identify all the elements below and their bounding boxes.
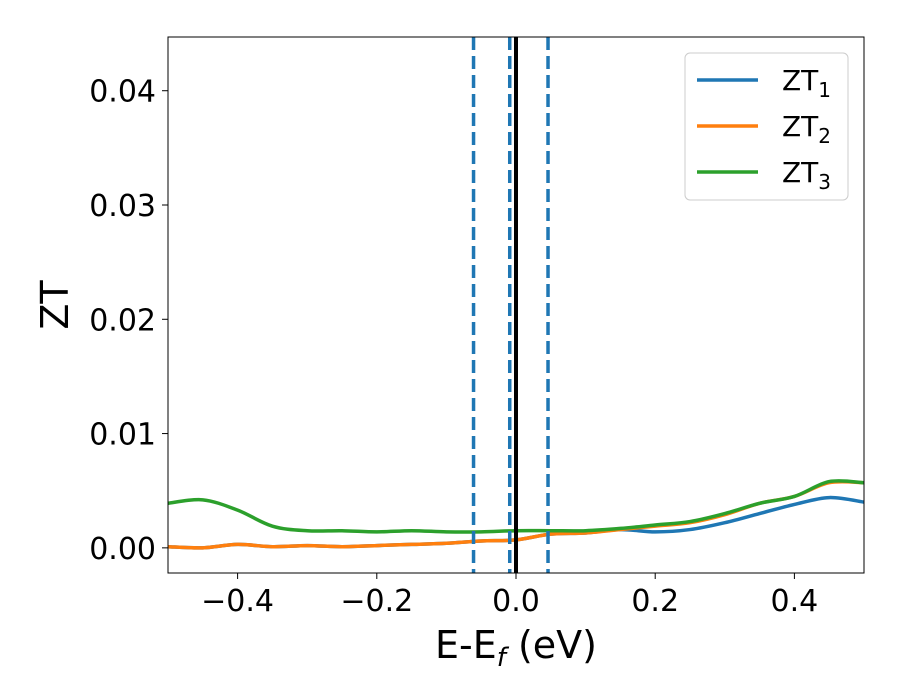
y-tick-label: 0.00	[89, 532, 156, 567]
y-tick-label: 0.04	[89, 75, 156, 110]
x-tick-label: −0.2	[340, 584, 413, 619]
x-tick-label: 0.0	[492, 584, 540, 619]
legend-label-zt1: ZT1	[782, 64, 831, 102]
plot-content	[168, 37, 864, 573]
legend-box	[684, 52, 849, 201]
x-tick-label: 0.2	[631, 584, 679, 619]
y-axis-label: ZT	[33, 280, 77, 330]
axes-ticks: −0.4 −0.2 0.0 0.2 0.4 0.00 0.01 0.02 0.03 0.04	[89, 75, 818, 619]
legend: ZT1 ZT2 ZT3	[684, 52, 849, 201]
y-tick-label: 0.01	[89, 418, 156, 453]
legend-label-zt3: ZT3	[782, 156, 831, 194]
x-axis-label: E-Ef (eV)	[435, 623, 597, 673]
x-tick-label: 0.4	[771, 584, 819, 619]
legend-label-zt2: ZT2	[782, 110, 831, 148]
x-tick-label: −0.4	[201, 584, 274, 619]
y-tick-label: 0.02	[89, 303, 156, 338]
y-tick-label: 0.03	[89, 189, 156, 224]
